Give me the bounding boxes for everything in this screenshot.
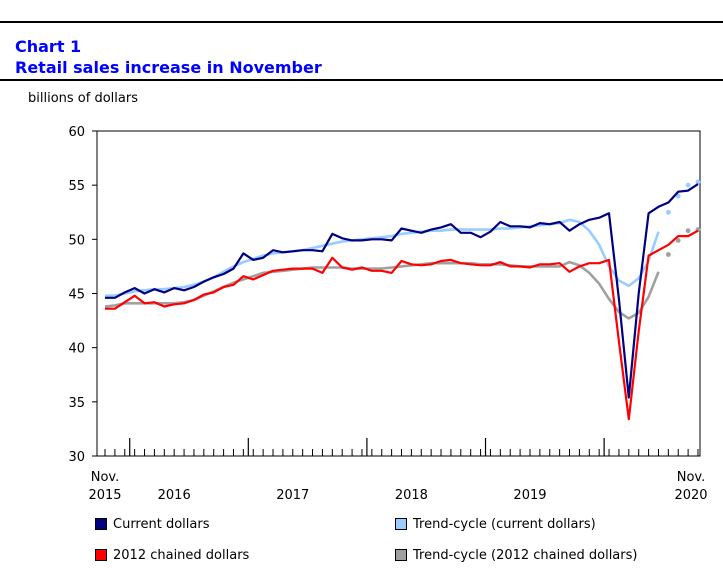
legend-item-trend-cycle-current: Trend-cycle (current dollars) (395, 515, 596, 533)
series-point-trend-cycle-current-dollars (685, 182, 691, 188)
header-rule (0, 79, 723, 81)
series-point-trend-cycle-current-dollars (675, 193, 681, 199)
legend-item-chained-dollars: 2012 chained dollars (95, 546, 249, 564)
legend-label-current-dollars: Current dollars (113, 516, 210, 532)
chart-series (104, 179, 701, 421)
chart-title: Retail sales increase in November (15, 58, 322, 77)
y-tick-label: 55 (68, 179, 85, 194)
x-tick-label: 2016 (158, 488, 191, 503)
y-tick-label: 45 (68, 288, 85, 303)
series-point-trend-cycle-2012-chained-dollars (685, 228, 691, 234)
x-tick-label: 2015 (88, 488, 121, 503)
legend-swatch-trend-cycle-chained (395, 549, 407, 561)
x-tick-label: 2020 (674, 488, 707, 503)
series-point-trend-cycle-current-dollars (666, 209, 671, 215)
legend-item-trend-cycle-chained: Trend-cycle (2012 chained dollars) (395, 546, 637, 564)
series-line-2012-chained-dollars (105, 229, 699, 421)
series-point-trend-cycle-current-dollars (695, 179, 701, 185)
legend-item-current-dollars: Current dollars (95, 515, 209, 533)
series-point-trend-cycle-2012-chained-dollars (675, 238, 681, 243)
chart-number: Chart 1 (15, 37, 82, 56)
series-line-trend-cycle-current-dollars (105, 218, 660, 297)
y-tick-label: 35 (68, 396, 85, 411)
legend-label-trend-cycle-chained: Trend-cycle (2012 chained dollars) (413, 547, 638, 563)
x-tick-label: 2017 (276, 488, 309, 503)
legend-swatch-chained-dollars (95, 549, 107, 561)
legend-label-trend-cycle-current: Trend-cycle (current dollars) (413, 516, 596, 532)
x-tick-label: Nov. (677, 470, 706, 485)
chart-axes: 30 35 40 45 50 55 60 Nov. 2015 2016 2017 2018 2019 No… (68, 125, 707, 503)
y-tick-label: 40 (68, 342, 85, 357)
y-tick-label: 50 (68, 233, 85, 248)
legend-label-chained-dollars: 2012 chained dollars (113, 547, 250, 563)
plot-frame (96, 130, 701, 457)
series-line-current-dollars (105, 183, 699, 399)
top-rule (0, 21, 723, 23)
x-tick-label: Nov. (91, 470, 120, 485)
x-tick-label: 2018 (395, 488, 428, 503)
x-tick-label: 2019 (513, 488, 546, 503)
series-point-trend-cycle-2012-chained-dollars (666, 252, 671, 257)
legend-swatch-current-dollars (95, 518, 107, 530)
y-tick-label: 30 (68, 450, 85, 465)
y-axis-unit-label: billions of dollars (28, 91, 138, 106)
legend-swatch-trend-cycle-current (395, 518, 407, 530)
y-tick-label: 60 (68, 125, 85, 140)
